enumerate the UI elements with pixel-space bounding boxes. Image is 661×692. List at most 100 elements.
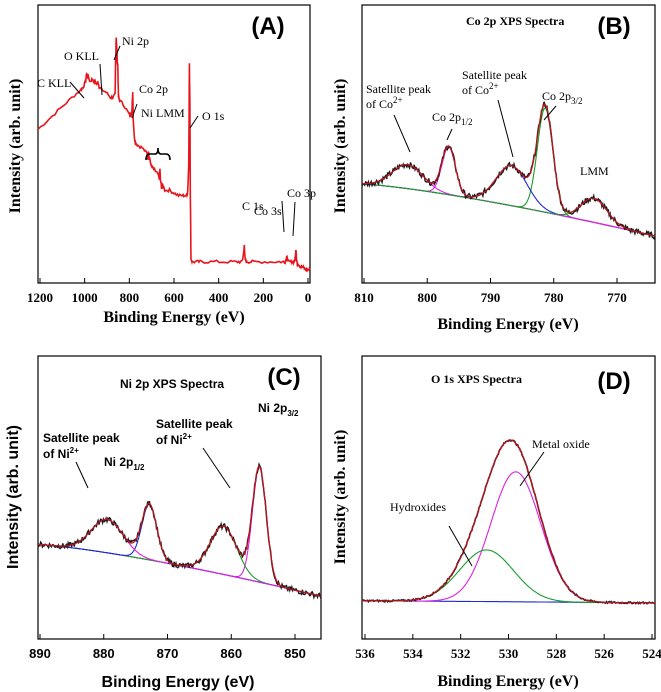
b-lmm: LMM: [580, 164, 609, 178]
c-arrow-sat1: [75, 461, 89, 489]
c-p32-sub: 3/2: [287, 409, 299, 418]
panel-c-title: Ni 2p XPS Spectra: [120, 377, 224, 391]
b-p32: Co 2p3/2: [542, 89, 583, 106]
panel-c-ylabel: Intensity (arb. unit): [5, 425, 22, 569]
component-satellite-peak-of-ni2-2p3-2-: [38, 525, 322, 597]
panel-c-frame: [37, 355, 322, 640]
panel-a-label: (A): [251, 13, 284, 40]
d-tick-label-534: 534: [403, 646, 423, 661]
annot-co-3s: Co 3s: [254, 204, 282, 218]
c-sat1-sup: 2+: [70, 446, 79, 455]
envelope-fit-line: [362, 103, 656, 237]
c-p32: Ni 2p3/2: [258, 401, 299, 418]
c-sat1-line2: of Ni2+: [43, 446, 79, 461]
d-tick-label-536: 536: [355, 646, 375, 661]
c-p12-sub: 1/2: [133, 463, 145, 472]
component-hydroxides: [362, 549, 655, 604]
d-tick-label-528: 528: [547, 646, 567, 661]
component-ni-2p3-2: [38, 466, 322, 597]
arrow-o-kll: [99, 63, 103, 96]
panel-a: (A) 1200 1000 800 600 400 200 0 Binding Energy…: [7, 4, 316, 326]
b-sat1-line2: of Co2+: [366, 95, 403, 111]
b-sat1-line1: Satellite peak: [366, 82, 431, 96]
d-metal-oxide-label: Metal oxide: [532, 437, 590, 451]
panel-b-title: Co 2p XPS Spectra: [466, 14, 564, 28]
b-sat2-of: of Co: [462, 83, 489, 97]
b-background-line: [362, 183, 656, 237]
annot-co-2p: Co 2p: [139, 82, 168, 96]
b-tick-label-790: 790: [481, 290, 501, 305]
panel-d-title: O 1s XPS Spectra: [431, 372, 522, 386]
b-p12-sub: 1/2: [461, 117, 473, 127]
c-sat2-sup: 2+: [183, 432, 192, 441]
panel-a-frame: [37, 4, 311, 284]
arrow-co-3p: [292, 201, 296, 237]
panel-d-ylabel: Intensity (arb. unit): [332, 430, 349, 565]
d-tick-label-526: 526: [594, 646, 614, 661]
b-p12-main: Co 2p: [432, 110, 461, 124]
annot-c-1s: C 1s: [242, 199, 264, 213]
a-tick-label-1000: 1000: [72, 290, 98, 305]
panel-d-label: (D): [597, 368, 630, 395]
panel-a-ylabel: Intensity (arb. unit): [7, 79, 24, 214]
c-p12: Ni 2p1/2: [104, 455, 145, 472]
d-tick-label-532: 532: [451, 646, 471, 661]
component-satellite-peak-of-co2-2p1-2-: [362, 164, 656, 237]
panel-a-plot: [37, 37, 311, 273]
b-sat1-sup: 2+: [393, 95, 403, 105]
arrow-o-1s: [189, 115, 199, 129]
panel-b: Co 2p XPS Spectra (B) 810 800 790 780 770 Bi…: [332, 4, 656, 333]
panel-b-ylabel: Intensity (arb. unit): [332, 79, 349, 214]
b-arrow-sat1: [393, 114, 411, 153]
c-tick-label-860: 860: [220, 646, 242, 661]
panel-c-xlabel: Binding Energy (eV): [102, 674, 255, 691]
panel-a-xlabel: Binding Energy (eV): [103, 309, 244, 326]
raw-data-line: [37, 461, 322, 600]
b-tick-label-780: 780: [544, 290, 564, 305]
panel-c: Ni 2p XPS Spectra (C) 890 880 870 860 850 Bi…: [5, 355, 322, 691]
envelope-fit-line: [362, 439, 655, 604]
c-sat2-line2: of Ni2+: [156, 432, 192, 447]
survey-spectrum-line: [37, 37, 311, 273]
b-sat1-of: of Co: [366, 97, 393, 111]
a-tick-label-200: 200: [254, 290, 274, 305]
panel-d-xlabel: Binding Energy (eV): [437, 673, 578, 690]
a-tick-label-1200: 1200: [27, 290, 53, 305]
d-tick-label-530: 530: [499, 646, 519, 661]
annot-o-kll: O KLL: [64, 49, 99, 63]
arrow-ni-2p: [113, 45, 121, 61]
raw-data-line: [361, 439, 656, 605]
component-metal-oxide: [362, 471, 655, 604]
b-tick-label-770: 770: [607, 290, 627, 305]
panel-b-frame: [361, 4, 656, 284]
panel-c-plot: [37, 461, 322, 600]
arrow-co-2p: [131, 103, 138, 119]
c-p32-main: Ni 2p: [258, 401, 287, 415]
annot-c-kll: C KLL: [37, 76, 71, 90]
b-arrow-sat2: [497, 99, 514, 158]
envelope-fit-line: [38, 465, 322, 597]
panel-d: O 1s XPS Spectra (D) 536 534 532 530 528 526 5…: [332, 355, 661, 690]
arrow-c-kll: [69, 81, 85, 99]
b-tick-label-810: 810: [354, 290, 374, 305]
d-arrow-hydro: [448, 525, 473, 567]
b-arrow-p32: [543, 105, 557, 121]
c-tick-label-880: 880: [93, 646, 115, 661]
a-tick-label-600: 600: [164, 290, 184, 305]
component-co-2p1-2: [362, 146, 656, 237]
panel-b-xlabel: Binding Energy (eV): [437, 316, 578, 333]
b-sat2-sup: 2+: [489, 81, 499, 91]
b-p12: Co 2p1/2: [432, 110, 473, 127]
raw-data-line: [361, 101, 656, 241]
c-arrow-sat2: [202, 447, 231, 489]
c-background-line: [38, 543, 322, 597]
annot-co-3p: Co 3p: [287, 186, 316, 200]
d-tick-label-524: 524: [642, 646, 661, 661]
c-tick-label-850: 850: [284, 646, 306, 661]
c-sat1-line1: Satellite peak: [43, 431, 120, 445]
c-tick-label-870: 870: [157, 646, 179, 661]
b-sat2-line1: Satellite peak: [462, 68, 527, 82]
c-sat2-of: of Ni: [156, 433, 183, 447]
panel-b-plot: [361, 101, 656, 241]
